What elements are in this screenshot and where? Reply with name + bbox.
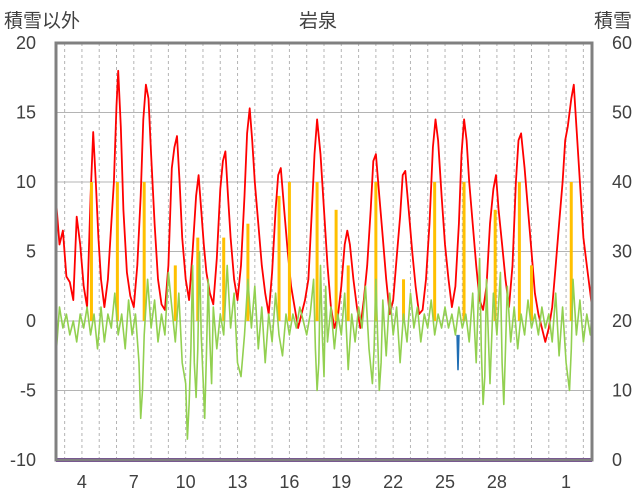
right-tick-label: 30 (612, 242, 632, 262)
precipitation-bar (115, 182, 119, 321)
series-line-extra (456, 334, 460, 371)
precipitation-bar (89, 182, 93, 321)
precipitation-bar (334, 209, 338, 321)
right-tick-label: 40 (612, 172, 632, 192)
x-tick-label: 10 (176, 472, 196, 492)
left-tick-label: -5 (20, 381, 36, 401)
precipitation-bar (493, 209, 497, 321)
series-line-temperature (55, 69, 593, 343)
x-tick-label: 16 (279, 472, 299, 492)
plot-border (54, 41, 594, 462)
x-axis-ticks: 4 7 10 13 16 19 22 25 28 1 (77, 472, 571, 492)
precipitation-bar (402, 279, 406, 321)
precipitation-bar (346, 265, 350, 321)
left-tick-label: 20 (16, 33, 36, 53)
precipitation-bars (89, 182, 573, 321)
x-tick-label: 25 (435, 472, 455, 492)
plot-frame (54, 41, 594, 462)
precipitation-bar (315, 182, 319, 321)
x-tick-label: 13 (228, 472, 248, 492)
right-tick-label: 10 (612, 381, 632, 401)
precipitation-bar (462, 182, 466, 321)
right-tick-label: 50 (612, 103, 632, 123)
precipitation-bar (529, 265, 533, 321)
left-axis-ticks: 20 15 10 5 0 -5 -10 (10, 33, 36, 470)
left-tick-label: -10 (10, 450, 36, 470)
left-tick-label: 15 (16, 103, 36, 123)
right-tick-label: 60 (612, 33, 632, 53)
precipitation-bar (287, 182, 291, 321)
x-tick-label: 19 (331, 472, 351, 492)
precipitation-bar (374, 182, 378, 321)
x-tick-label: 1 (561, 472, 571, 492)
precipitation-bar (173, 265, 177, 321)
precipitation-bar (142, 182, 146, 321)
x-tick-label: 7 (129, 472, 139, 492)
right-tick-label: 20 (612, 311, 632, 331)
precipitation-bar (517, 182, 521, 321)
grid (56, 43, 592, 460)
right-axis-label: 積雪 (594, 10, 632, 32)
x-tick-label: 22 (383, 472, 403, 492)
precipitation-bar (433, 182, 437, 321)
right-tick-label: 0 (612, 450, 622, 470)
left-tick-label: 5 (26, 242, 36, 262)
left-tick-label: 0 (26, 311, 36, 331)
precipitation-bar (277, 195, 281, 321)
x-tick-label: 4 (77, 472, 87, 492)
precipitation-bar (246, 223, 250, 321)
chart-title: 岩泉 (299, 10, 337, 32)
x-tick-label: 28 (487, 472, 507, 492)
precipitation-bar (222, 237, 226, 321)
precipitation-bar (569, 182, 573, 321)
precipitation-bar (196, 237, 200, 321)
right-axis-ticks: 60 50 40 30 20 10 0 (612, 33, 632, 470)
series-line-temp_change (55, 250, 593, 440)
left-tick-label: 10 (16, 172, 36, 192)
left-axis-label: 積雪以外 (4, 10, 80, 32)
